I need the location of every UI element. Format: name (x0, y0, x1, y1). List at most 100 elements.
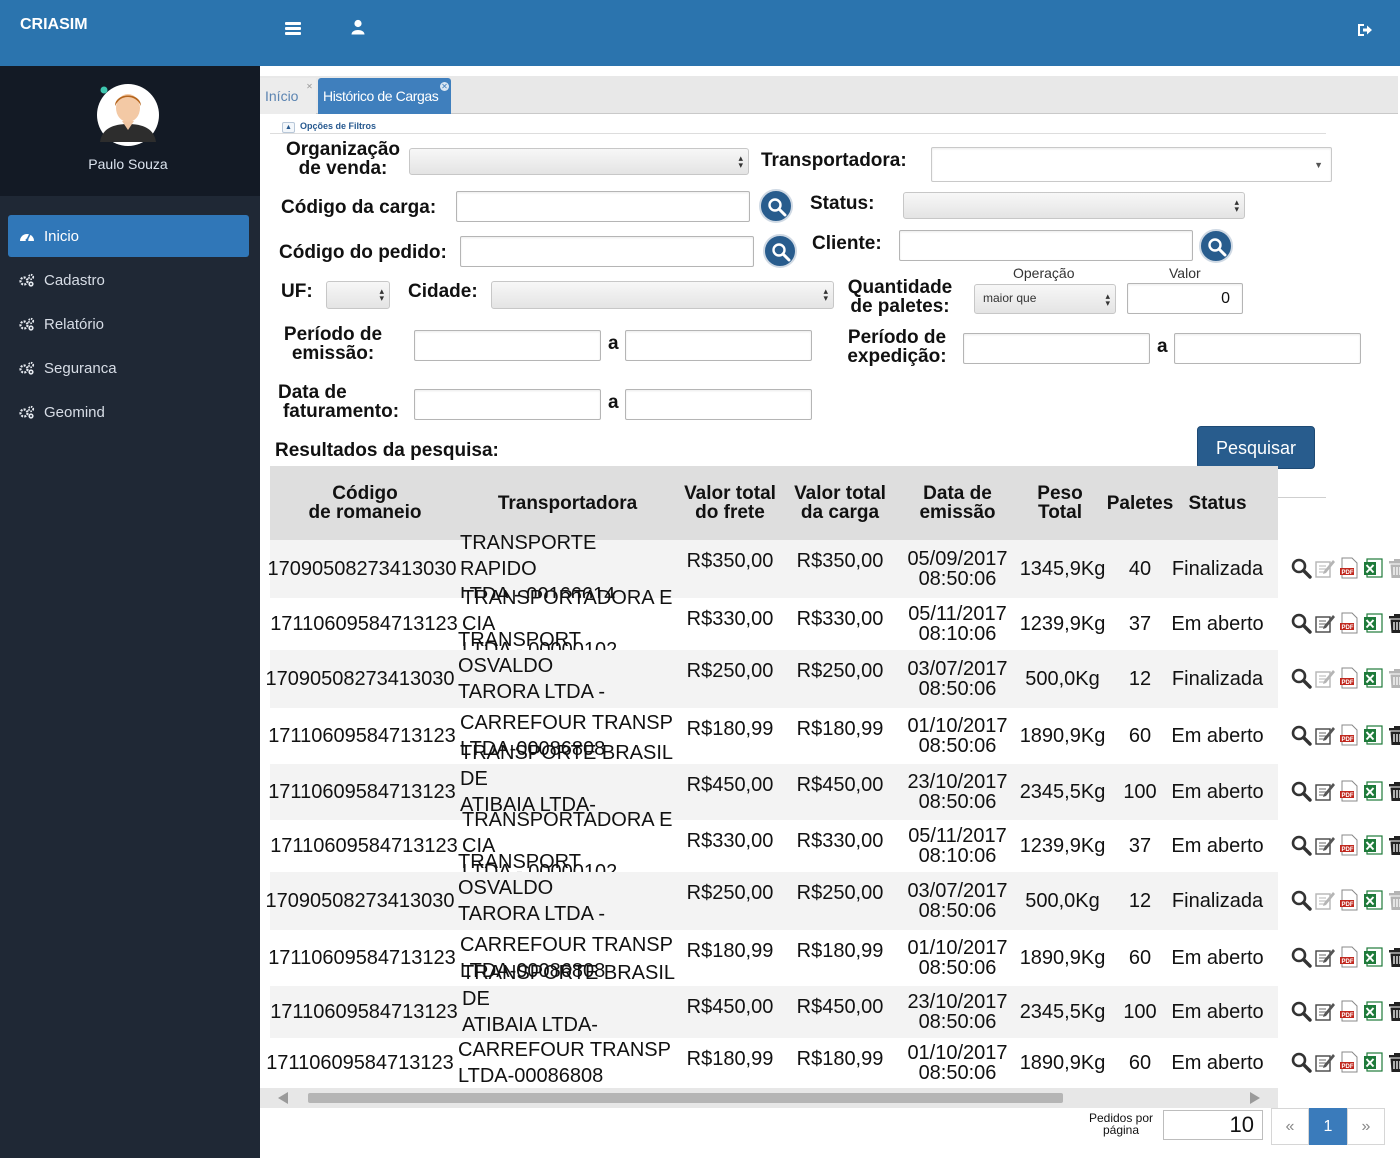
pdf-icon[interactable]: PDF (1338, 834, 1361, 858)
valor-input[interactable]: 0 (1127, 283, 1243, 314)
pdf-icon[interactable]: PDF (1338, 946, 1361, 970)
horizontal-scrollbar[interactable] (260, 1088, 1278, 1108)
brand-logo[interactable]: CRIASIM (20, 16, 88, 33)
edit-icon[interactable] (1314, 557, 1337, 581)
excel-icon[interactable] (1362, 1000, 1385, 1024)
pdf-icon[interactable]: PDF (1338, 1051, 1361, 1075)
column-header[interactable]: Data de emissão (895, 466, 1020, 540)
trash-icon[interactable] (1386, 724, 1400, 748)
current-page-button[interactable]: 1 (1309, 1108, 1347, 1145)
column-header[interactable]: Transportadora (460, 466, 675, 540)
trash-icon[interactable] (1386, 667, 1400, 691)
search-icon[interactable] (1290, 834, 1313, 858)
excel-icon[interactable] (1362, 834, 1385, 858)
sidebar-item-cadastro[interactable]: Cadastro (8, 259, 249, 301)
edit-icon[interactable] (1314, 667, 1337, 691)
hamburger-icon[interactable] (285, 22, 301, 36)
search-icon[interactable] (1290, 780, 1313, 804)
expedicao-fim-input[interactable] (1174, 333, 1361, 364)
search-icon[interactable] (1290, 889, 1313, 913)
trash-icon[interactable] (1386, 889, 1400, 913)
column-header[interactable]: Código de romaneio (270, 466, 460, 540)
trash-icon[interactable] (1386, 946, 1400, 970)
search-icon[interactable] (1290, 1051, 1313, 1075)
trash-icon[interactable] (1386, 557, 1400, 581)
edit-icon[interactable] (1314, 889, 1337, 913)
column-header[interactable]: Paletes (1100, 466, 1180, 540)
excel-icon[interactable] (1362, 612, 1385, 636)
edit-icon[interactable] (1314, 780, 1337, 804)
pesquisar-button[interactable]: Pesquisar (1197, 426, 1315, 469)
table-row[interactable]: 17110609584713123 CARREFOUR TRANSP LTDA-00… (266, 1038, 1400, 1088)
search-icon[interactable] (1290, 946, 1313, 970)
close-icon[interactable]: ✕ (440, 82, 449, 91)
edit-icon[interactable] (1314, 1051, 1337, 1075)
table-row[interactable]: 17090508273413030 TRANSPORT OSVALDO TARORA… (265, 851, 1400, 951)
trash-icon[interactable] (1386, 780, 1400, 804)
excel-icon[interactable] (1362, 1051, 1385, 1075)
emissao-inicio-input[interactable] (414, 330, 601, 361)
sidebar-item-geomind[interactable]: Geomind (8, 391, 249, 433)
search-pedido-button[interactable] (763, 234, 797, 268)
prev-page-button[interactable]: « (1271, 1108, 1309, 1145)
sidebar-item-seguranca[interactable]: Seguranca (8, 347, 249, 389)
pdf-icon[interactable]: PDF (1338, 889, 1361, 913)
edit-icon[interactable] (1314, 724, 1337, 748)
column-header[interactable]: Status (1180, 466, 1255, 540)
pdf-icon[interactable]: PDF (1338, 557, 1361, 581)
edit-icon[interactable] (1314, 612, 1337, 636)
search-icon[interactable] (1290, 1000, 1313, 1024)
edit-icon[interactable] (1314, 946, 1337, 970)
scroll-left-icon[interactable] (278, 1092, 288, 1104)
user-icon[interactable] (351, 19, 365, 40)
trash-icon[interactable] (1386, 612, 1400, 636)
close-icon[interactable]: ✕ (306, 82, 313, 91)
search-carga-button[interactable] (759, 189, 793, 223)
table-row[interactable]: 17110609584713123 TRANSPORTE BRASIL DE ATI… (268, 742, 1400, 842)
status-select[interactable]: ▴ ▾ (903, 192, 1245, 219)
search-icon[interactable] (1290, 557, 1313, 581)
table-row[interactable]: 17090508273413030 TRANSPORT OSVALDO TARORA… (265, 629, 1400, 729)
trash-icon[interactable] (1386, 1000, 1400, 1024)
table-row[interactable]: 17090508273413030 TRANSPORTE RAPIDO LTDA -… (267, 532, 1400, 606)
uf-select[interactable]: ▴ ▾ (326, 281, 390, 309)
scroll-right-icon[interactable] (1250, 1092, 1260, 1104)
org-venda-select[interactable]: ▴ ▾ (409, 148, 749, 175)
trash-icon[interactable] (1386, 1051, 1400, 1075)
pdf-icon[interactable]: PDF (1338, 1000, 1361, 1024)
tab-inicio[interactable]: Início ✕ (260, 78, 316, 114)
avatar[interactable] (92, 84, 164, 146)
edit-icon[interactable] (1314, 834, 1337, 858)
column-header[interactable]: Valor total do frete (675, 466, 785, 540)
column-header[interactable]: Peso Total (1020, 466, 1100, 540)
cidade-select[interactable]: ▴ ▾ (491, 281, 834, 309)
tab-historico-cargas[interactable]: Histórico de Cargas ✕ (318, 78, 451, 114)
expedicao-inicio-input[interactable] (963, 333, 1150, 364)
codigo-pedido-input[interactable] (460, 236, 754, 267)
trash-icon[interactable] (1386, 834, 1400, 858)
column-header[interactable]: Valor total da carga (785, 466, 895, 540)
faturamento-inicio-input[interactable] (414, 389, 601, 420)
sign-out-icon[interactable] (1357, 21, 1373, 42)
pdf-icon[interactable]: PDF (1338, 724, 1361, 748)
transportadora-select[interactable]: ▼ (931, 147, 1332, 182)
faturamento-fim-input[interactable] (625, 389, 812, 420)
search-icon[interactable] (1290, 667, 1313, 691)
filters-header[interactable]: ▲ Opções de Filtros (270, 120, 1326, 134)
scroll-thumb[interactable] (308, 1093, 1063, 1103)
excel-icon[interactable] (1362, 724, 1385, 748)
search-cliente-button[interactable] (1199, 229, 1233, 263)
edit-icon[interactable] (1314, 1000, 1337, 1024)
excel-icon[interactable] (1362, 667, 1385, 691)
excel-icon[interactable] (1362, 889, 1385, 913)
pdf-icon[interactable]: PDF (1338, 667, 1361, 691)
pdf-icon[interactable]: PDF (1338, 612, 1361, 636)
table-row[interactable]: 17110609584713123 TRANSPORTE BRASIL DE ATI… (270, 962, 1400, 1062)
excel-icon[interactable] (1362, 557, 1385, 581)
sidebar-item-inicio[interactable]: Inicio (8, 215, 249, 257)
emissao-fim-input[interactable] (625, 330, 812, 361)
search-icon[interactable] (1290, 724, 1313, 748)
collapse-icon[interactable]: ▲ (282, 122, 295, 133)
table-row[interactable]: 17110609584713123 CARREFOUR TRANSP LTDA-00… (268, 708, 1400, 764)
